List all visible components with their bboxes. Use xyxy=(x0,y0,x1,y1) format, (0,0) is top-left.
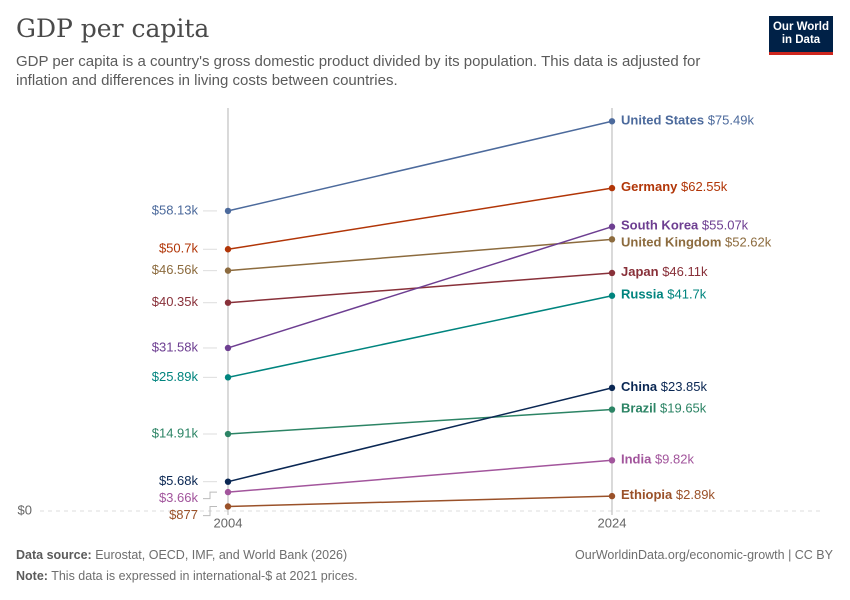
series-name-brazil[interactable]: Brazil xyxy=(621,401,656,416)
series-line-united-kingdom[interactable] xyxy=(227,238,613,272)
end-label-united-kingdom: United Kingdom $52.62k xyxy=(621,235,772,250)
owid-logo[interactable]: Our World in Data xyxy=(769,16,833,55)
source-url[interactable]: OurWorldinData.org/economic-growth | CC … xyxy=(575,548,833,562)
label-connector-india xyxy=(203,491,217,500)
end-label-brazil: Brazil $19.65k xyxy=(621,401,707,416)
series-line-brazil[interactable] xyxy=(227,408,613,435)
logo-line-2: in Data xyxy=(781,34,821,46)
end-value-ethiopia: $2.89k xyxy=(672,488,715,503)
source-text[interactable]: Eurostat, OECD, IMF, and World Bank (202… xyxy=(95,548,348,562)
series-line-india[interactable] xyxy=(227,459,613,493)
point-end-china[interactable] xyxy=(608,384,616,392)
start-value-japan: $40.35k xyxy=(152,294,199,309)
data-note: Note: This data is expressed in internat… xyxy=(16,569,358,583)
point-start-india[interactable] xyxy=(224,488,232,496)
series-name-south-korea[interactable]: South Korea xyxy=(621,218,699,233)
series-line-russia[interactable] xyxy=(227,294,613,379)
series-name-russia[interactable]: Russia xyxy=(621,287,664,302)
start-value-brazil: $14.91k xyxy=(152,425,199,440)
point-start-germany[interactable] xyxy=(224,246,232,253)
series-name-japan[interactable]: Japan xyxy=(621,264,659,279)
start-value-china: $5.68k xyxy=(159,473,199,488)
series-name-united-kingdom[interactable]: United Kingdom xyxy=(621,235,721,250)
point-end-india[interactable] xyxy=(608,457,616,464)
point-start-russia[interactable] xyxy=(224,374,232,381)
series-line-ethiopia[interactable] xyxy=(227,495,613,508)
end-label-japan: Japan $46.11k xyxy=(621,264,708,279)
series-line-south-korea[interactable] xyxy=(227,225,613,349)
end-value-south-korea: $55.07k xyxy=(698,218,748,233)
note-label: Note: xyxy=(16,569,48,583)
end-value-germany: $62.55k xyxy=(677,180,727,195)
label-connector-ethiopia xyxy=(203,505,217,517)
point-start-south-korea[interactable] xyxy=(224,344,232,352)
end-value-united-kingdom: $52.62k xyxy=(721,235,771,250)
series-line-germany[interactable] xyxy=(227,187,613,251)
end-label-ethiopia: Ethiopia $2.89k xyxy=(621,488,715,503)
series-name-china[interactable]: China xyxy=(621,379,658,394)
x-tick-label-end: 2024 xyxy=(598,515,627,530)
chart-subtitle: GDP per capita is a country's gross dome… xyxy=(16,53,701,89)
x-tick-label-start: 2004 xyxy=(214,515,243,530)
point-end-germany[interactable] xyxy=(608,184,616,192)
point-end-united-states[interactable] xyxy=(608,118,616,125)
series-line-china[interactable] xyxy=(227,387,613,483)
end-value-japan: $46.11k xyxy=(659,264,708,279)
point-end-brazil[interactable] xyxy=(608,406,616,413)
end-value-russia: $41.7k xyxy=(664,287,707,302)
note-text: This data is expressed in international-… xyxy=(51,569,358,583)
source-label: Data source: xyxy=(16,548,92,562)
point-start-japan[interactable] xyxy=(224,299,232,306)
start-value-russia: $25.89k xyxy=(152,369,199,384)
point-end-south-korea[interactable] xyxy=(608,223,616,230)
series-name-germany[interactable]: Germany xyxy=(621,180,678,195)
data-source: Data source: Eurostat, OECD, IMF, and Wo… xyxy=(16,548,347,562)
end-value-united-states: $75.49k xyxy=(704,113,754,128)
start-value-south-korea: $31.58k xyxy=(152,339,199,354)
series-line-united-states[interactable] xyxy=(227,120,613,212)
end-label-germany: Germany $62.55k xyxy=(621,180,728,195)
start-value-germany: $50.7k xyxy=(159,241,199,256)
y-tick-label: $0 xyxy=(18,502,32,517)
point-start-brazil[interactable] xyxy=(224,430,232,438)
point-end-russia[interactable] xyxy=(608,292,616,299)
slope-chart: $0 2004 2024 $58.13k United States $75.49k $5… xyxy=(18,108,824,530)
end-label-south-korea: South Korea $55.07k xyxy=(621,218,749,233)
point-start-united-kingdom[interactable] xyxy=(224,267,232,274)
end-label-china: China $23.85k xyxy=(621,379,707,394)
series-name-united-states[interactable]: United States xyxy=(621,113,704,128)
start-value-united-states: $58.13k xyxy=(152,202,199,217)
logo-line-1: Our World xyxy=(772,21,829,33)
point-start-united-states[interactable] xyxy=(224,207,232,215)
end-label-russia: Russia $41.7k xyxy=(621,287,707,302)
end-value-china: $23.85k xyxy=(657,379,707,394)
point-end-japan[interactable] xyxy=(608,269,616,277)
start-value-united-kingdom: $46.56k xyxy=(152,262,199,277)
chart-title: GDP per capita xyxy=(16,14,210,43)
series-name-india[interactable]: India xyxy=(621,452,652,467)
end-value-brazil: $19.65k xyxy=(656,401,706,416)
point-end-ethiopia[interactable] xyxy=(608,492,616,500)
point-start-china[interactable] xyxy=(224,478,232,485)
end-label-india: India $9.82k xyxy=(621,452,694,467)
point-end-united-kingdom[interactable] xyxy=(608,236,616,243)
series-name-ethiopia[interactable]: Ethiopia xyxy=(621,488,673,503)
end-value-india: $9.82k xyxy=(651,452,694,467)
start-value-ethiopia: $877 xyxy=(169,507,198,522)
start-value-india: $3.66k xyxy=(159,490,199,505)
end-label-united-states: United States $75.49k xyxy=(621,113,754,128)
point-start-ethiopia[interactable] xyxy=(224,503,232,510)
